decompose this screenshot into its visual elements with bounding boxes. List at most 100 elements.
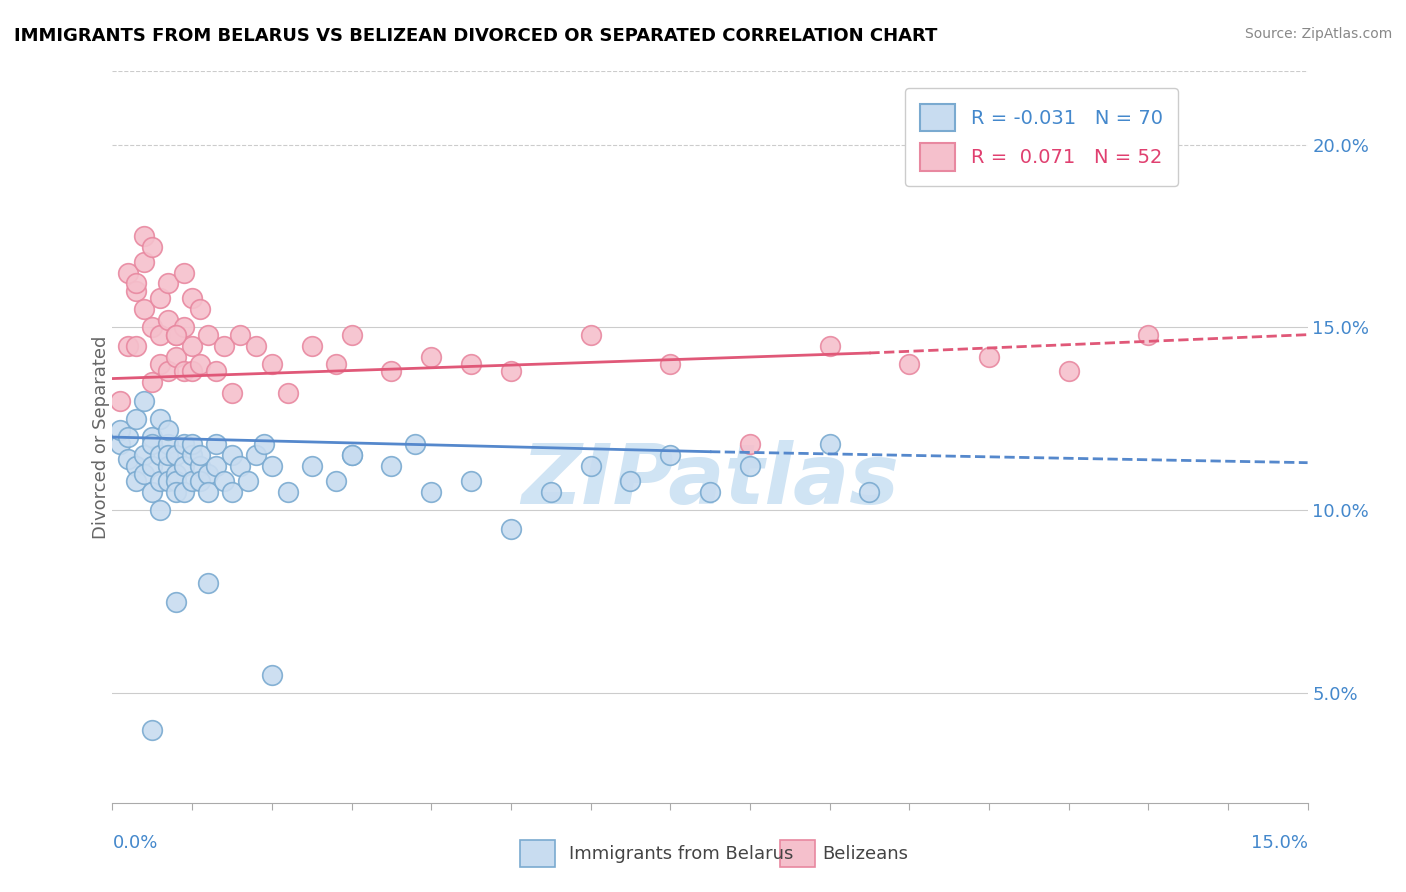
Point xyxy=(260,357,283,371)
Point xyxy=(460,474,482,488)
Point xyxy=(253,437,276,451)
Point xyxy=(165,594,187,608)
Point xyxy=(134,467,156,481)
Point xyxy=(579,459,602,474)
Point xyxy=(157,459,180,474)
Point xyxy=(221,485,243,500)
Text: IMMIGRANTS FROM BELARUS VS BELIZEAN DIVORCED OR SEPARATED CORRELATION CHART: IMMIGRANTS FROM BELARUS VS BELIZEAN DIVO… xyxy=(14,27,938,45)
Point xyxy=(141,320,163,334)
Point xyxy=(212,338,235,352)
Point xyxy=(181,437,204,451)
Point xyxy=(149,412,172,426)
Point xyxy=(134,254,156,268)
Point xyxy=(818,437,841,451)
Point xyxy=(149,291,172,305)
Point xyxy=(221,448,243,462)
Point xyxy=(619,474,641,488)
Point xyxy=(149,327,172,342)
Point xyxy=(1057,364,1080,378)
Point xyxy=(340,448,363,462)
Point xyxy=(125,277,148,291)
Point xyxy=(134,393,156,408)
Point xyxy=(499,521,522,535)
Point xyxy=(325,474,347,488)
Text: Belizeans: Belizeans xyxy=(823,845,908,863)
Point xyxy=(117,430,139,444)
Point xyxy=(149,357,172,371)
Point xyxy=(977,350,1000,364)
Point xyxy=(149,448,172,462)
Point xyxy=(165,474,187,488)
Text: Immigrants from Belarus: Immigrants from Belarus xyxy=(569,845,794,863)
Point xyxy=(460,357,482,371)
Point xyxy=(229,327,252,342)
Point xyxy=(157,364,180,378)
Point xyxy=(117,266,139,280)
Point xyxy=(1137,327,1160,342)
Point xyxy=(165,467,187,481)
Point xyxy=(197,467,219,481)
Point xyxy=(125,474,148,488)
Point xyxy=(141,485,163,500)
Point xyxy=(340,448,363,462)
Point xyxy=(141,240,163,254)
Point xyxy=(659,448,682,462)
Point xyxy=(579,327,602,342)
Point xyxy=(277,386,299,401)
Point xyxy=(134,301,156,317)
Point xyxy=(404,437,426,451)
Point xyxy=(738,437,761,451)
Point xyxy=(181,364,204,378)
Point xyxy=(125,338,148,352)
Point xyxy=(205,459,228,474)
Point xyxy=(165,350,187,364)
Point xyxy=(188,459,211,474)
Point xyxy=(197,576,219,591)
Point xyxy=(188,448,211,462)
Point xyxy=(141,430,163,444)
Point xyxy=(420,350,443,364)
Point xyxy=(221,386,243,401)
Legend: R = -0.031   N = 70, R =  0.071   N = 52: R = -0.031 N = 70, R = 0.071 N = 52 xyxy=(904,88,1178,186)
Point xyxy=(141,459,163,474)
Point xyxy=(134,229,156,244)
Point xyxy=(141,723,163,737)
Point xyxy=(236,474,259,488)
Point xyxy=(245,448,267,462)
Point xyxy=(173,459,195,474)
Point xyxy=(858,485,880,500)
Point xyxy=(173,485,195,500)
Point xyxy=(141,375,163,389)
Point xyxy=(197,485,219,500)
Point xyxy=(173,320,195,334)
Point xyxy=(173,364,195,378)
Point xyxy=(340,327,363,342)
Point xyxy=(125,412,148,426)
Point xyxy=(141,437,163,451)
Point xyxy=(188,301,211,317)
Point xyxy=(149,503,172,517)
Point xyxy=(125,284,148,298)
Point xyxy=(125,459,148,474)
Point xyxy=(165,327,187,342)
Point xyxy=(699,485,721,500)
Point xyxy=(738,459,761,474)
Point xyxy=(110,393,132,408)
Y-axis label: Divorced or Separated: Divorced or Separated xyxy=(93,335,110,539)
Text: ZIPatlas: ZIPatlas xyxy=(522,441,898,522)
Point xyxy=(197,327,219,342)
Point xyxy=(157,448,180,462)
Point xyxy=(380,459,402,474)
Point xyxy=(157,423,180,437)
Point xyxy=(277,485,299,500)
Point xyxy=(205,364,228,378)
Point xyxy=(205,437,228,451)
Point xyxy=(173,437,195,451)
Text: 15.0%: 15.0% xyxy=(1250,834,1308,852)
Point xyxy=(898,357,921,371)
Point xyxy=(260,667,283,681)
Point xyxy=(149,474,172,488)
Point xyxy=(188,474,211,488)
Point xyxy=(229,459,252,474)
Point xyxy=(301,338,323,352)
